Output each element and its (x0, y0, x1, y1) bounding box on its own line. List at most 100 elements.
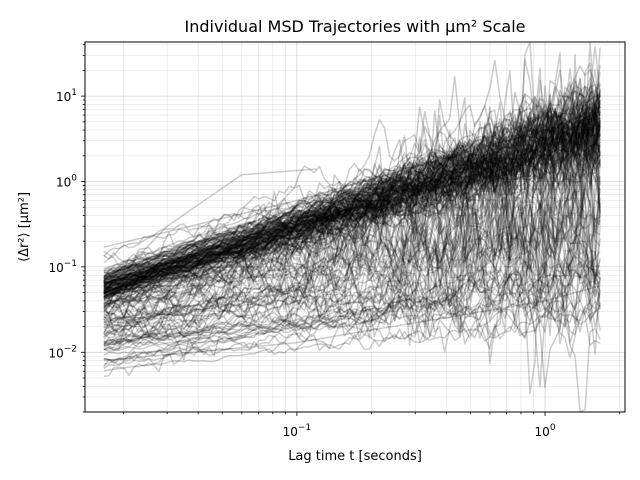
msd-trajectory-166 (103, 119, 601, 292)
msd-trajectory-15 (103, 120, 601, 290)
msd-trajectory-149 (103, 280, 601, 345)
msd-trajectory-159 (103, 90, 601, 280)
msd-trajectory-119 (103, 112, 601, 294)
msd-trajectory-128 (103, 202, 601, 327)
msd-trajectory-8 (103, 133, 601, 341)
msd-trajectory-110 (103, 155, 456, 284)
msd-trajectory-188 (103, 108, 601, 324)
msd-trajectory-145 (103, 91, 601, 285)
msd-trajectory-41 (103, 261, 601, 327)
msd-trajectory-208 (103, 89, 601, 274)
msd-trajectory-11 (103, 98, 601, 299)
msd-trajectory-39 (103, 129, 601, 293)
msd-trajectory-117 (103, 105, 601, 288)
msd-trajectory-20 (103, 117, 601, 298)
msd-trajectory-54 (103, 88, 601, 329)
msd-trajectory-rep-2 (103, 285, 601, 362)
y-tick-label: 100 (56, 174, 77, 190)
msd-trajectory-161 (103, 102, 601, 294)
msd-trajectory-4 (103, 253, 601, 345)
msd-trajectory-92 (103, 125, 601, 296)
msd-trajectory-138 (103, 102, 601, 328)
msd-trajectory-7 (103, 120, 601, 298)
msd-trajectory-168 (103, 125, 601, 294)
msd-trajectory-56 (103, 105, 601, 298)
msd-trajectory-75 (103, 118, 601, 291)
msd-trajectory-140 (103, 83, 601, 281)
msd-trajectory-185 (103, 197, 460, 285)
msd-trajectory-67 (103, 203, 601, 301)
msd-trajectory-187 (103, 119, 601, 283)
msd-trajectory-100 (103, 274, 601, 347)
msd-trajectory-158 (103, 140, 601, 395)
msd-trajectory-48 (103, 92, 601, 282)
msd-trajectory-189 (103, 90, 601, 272)
msd-trajectory-71 (103, 102, 601, 284)
msd-trajectory-34 (103, 106, 601, 294)
msd-trajectory-64 (103, 266, 601, 349)
msd-trajectory-173 (103, 105, 601, 299)
msd-trajectory-199 (103, 116, 601, 290)
msd-trajectory-190 (103, 225, 601, 340)
msd-trajectory-83 (103, 222, 601, 321)
msd-trajectory-40 (103, 107, 601, 299)
msd-trajectory-10 (103, 272, 205, 304)
msd-trajectory-29 (103, 162, 481, 296)
msd-trajectory-154 (103, 232, 601, 323)
msd-trajectory-175 (103, 90, 601, 288)
msd-trajectory-172 (103, 133, 601, 325)
msd-trajectory-93 (103, 304, 601, 372)
msd-trajectory-5 (103, 252, 366, 335)
msd-trajectory-31 (103, 110, 601, 284)
plot-frame (84, 41, 626, 413)
msd-trajectory-157 (103, 116, 601, 288)
msd-trajectory-195 (103, 126, 601, 301)
msd-trajectory-38 (103, 105, 601, 323)
msd-trajectory-76 (103, 97, 601, 270)
msd-trajectory-198 (103, 251, 601, 370)
msd-trajectory-193 (103, 119, 601, 284)
msd-trajectory-98 (103, 45, 601, 325)
msd-trajectory-69 (103, 141, 601, 307)
msd-trajectory-162 (103, 83, 601, 296)
msd-trajectory-17 (103, 105, 601, 302)
msd-trajectory-153 (103, 186, 601, 389)
msd-trajectory-23 (103, 143, 601, 295)
chart-title: Individual MSD Trajectories with μm² Sca… (185, 17, 526, 36)
msd-trajectory-111 (103, 121, 601, 298)
msd-trajectory-203 (103, 113, 601, 314)
msd-trajectory-116 (103, 263, 601, 361)
msd-trajectory-2 (103, 117, 601, 295)
msd-trajectory-125 (103, 72, 601, 296)
msd-trajectory-101 (103, 100, 601, 287)
msd-trajectory-133 (103, 107, 601, 292)
msd-trajectory-55 (103, 69, 601, 334)
msd-trajectory-24 (103, 251, 601, 365)
msd-trajectory-63 (103, 107, 601, 286)
msd-trajectory-113 (103, 87, 601, 291)
msd-trajectory-3 (103, 126, 601, 287)
msd-trajectory-82 (103, 112, 601, 289)
msd-trajectory-109 (103, 104, 601, 290)
y-tick-label: 10−2 (48, 344, 77, 360)
msd-trajectory-122 (103, 110, 601, 299)
msd-trajectory-97 (103, 117, 601, 289)
msd-trajectory-42 (103, 84, 601, 286)
msd-trajectory-25 (103, 142, 601, 303)
msd-trajectory-81 (103, 287, 601, 352)
msd-trajectory-73 (103, 145, 516, 289)
msd-trajectory-107 (103, 103, 601, 278)
msd-trajectory-43 (103, 41, 601, 316)
msd-trajectory-102 (103, 265, 601, 366)
msd-trajectory-141 (103, 165, 476, 298)
msd-trajectory-72 (103, 126, 601, 299)
msd-trajectory-30 (103, 130, 601, 292)
msd-trajectory-197 (103, 104, 601, 279)
msd-trajectory-99 (103, 269, 601, 343)
msd-trajectory-127 (103, 110, 496, 311)
msd-trajectory-139 (103, 80, 601, 314)
msd-trajectory-136 (103, 101, 601, 284)
msd-trajectory-37 (103, 152, 601, 291)
